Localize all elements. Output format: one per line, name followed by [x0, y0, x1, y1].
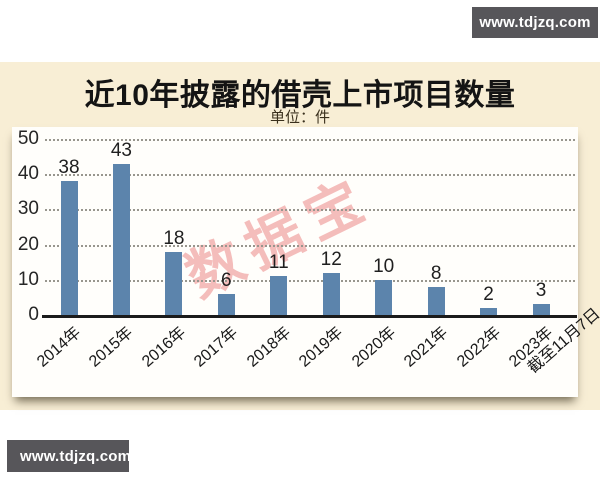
bar-value-2014年: 38 [58, 157, 80, 179]
bar-value-2016年: 18 [163, 227, 185, 249]
bar-value-2023年截至11月7日: 3 [535, 280, 547, 302]
bar-2016年 [165, 251, 183, 315]
y-tick-label-10: 10 [17, 268, 39, 290]
bar-value-2022年: 2 [483, 283, 494, 305]
bar-2022年 [480, 307, 498, 315]
website-badge-bottom: www.tdjzq.com [7, 440, 131, 472]
chart-title: 近10年披露的借壳上市项目数量 [84, 79, 516, 112]
bar-value-2021年: 8 [430, 262, 442, 284]
bar-2019年 [322, 272, 340, 315]
gridline-20 [45, 244, 575, 247]
bar-2023年截至11月7日 [532, 304, 550, 315]
bar-value-2018年: 11 [268, 252, 289, 274]
chart-panel: 近10年披露的借壳上市项目数量 单位：件 数据宝 0 10 20 30 40 50 38 20… [0, 62, 600, 410]
y-tick-label-30: 30 [17, 198, 39, 220]
x-axis-line [42, 315, 577, 318]
chart-card: 数据宝 0 10 20 30 40 50 38 2014年 43 2015年 18 2016年 6 201… [12, 127, 600, 397]
chart-unit-label: 单位：件 [269, 108, 330, 126]
bar-2017年 [217, 293, 235, 315]
gridline-30 [45, 209, 575, 212]
gridline-10 [45, 279, 575, 282]
y-tick-label-40: 40 [17, 163, 39, 185]
y-tick-label-20: 20 [17, 233, 39, 255]
bar-value-2019年: 12 [320, 248, 342, 270]
bar-2020年 [375, 279, 393, 315]
bar-2021年 [427, 286, 445, 315]
bar-2015年 [112, 163, 130, 315]
gridline-40 [45, 174, 575, 177]
bar-2014年 [60, 181, 78, 315]
bar-2018年 [270, 276, 288, 315]
y-tick-label-50: 50 [17, 128, 39, 149]
gridline-50 [45, 139, 575, 141]
bar-value-2017年: 6 [221, 269, 232, 291]
website-badge-top: www.tdjzq.com [472, 7, 598, 38]
bar-value-2020年: 10 [373, 255, 395, 277]
bar-value-2015年: 43 [110, 139, 132, 161]
y-tick-label-0: 0 [28, 304, 39, 325]
